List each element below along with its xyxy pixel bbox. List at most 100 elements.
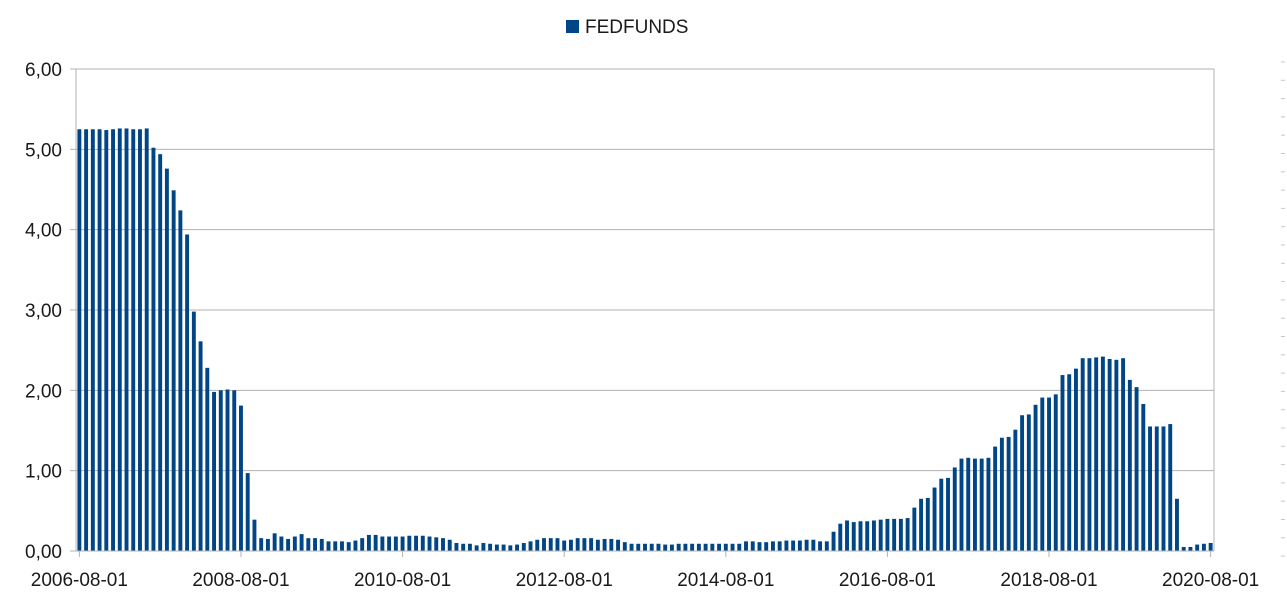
bar bbox=[663, 544, 668, 551]
bar bbox=[245, 473, 250, 551]
bar bbox=[232, 390, 237, 551]
bar bbox=[1168, 424, 1173, 551]
bar bbox=[164, 168, 169, 552]
bar bbox=[676, 543, 681, 551]
bar bbox=[973, 458, 977, 551]
bar bbox=[696, 543, 701, 551]
bar bbox=[804, 539, 809, 551]
bar bbox=[501, 544, 506, 551]
bar bbox=[764, 542, 769, 551]
bar bbox=[380, 536, 385, 551]
bar bbox=[1033, 404, 1038, 551]
bar bbox=[1087, 358, 1092, 551]
bar bbox=[710, 543, 715, 551]
bar bbox=[622, 542, 627, 551]
x-tick-label: 2008-08-01 bbox=[192, 570, 289, 591]
bar bbox=[703, 543, 708, 551]
bar bbox=[400, 536, 405, 551]
bar bbox=[366, 534, 371, 551]
bar bbox=[811, 539, 816, 551]
bar bbox=[326, 541, 331, 551]
bar bbox=[609, 538, 614, 551]
bar bbox=[306, 538, 311, 551]
bar bbox=[966, 457, 971, 551]
bar bbox=[683, 543, 688, 551]
bar bbox=[494, 544, 499, 551]
bar bbox=[946, 477, 950, 551]
bar bbox=[851, 522, 856, 551]
bar bbox=[488, 543, 493, 551]
bar bbox=[548, 538, 553, 551]
bar bbox=[1013, 429, 1018, 551]
bar bbox=[434, 537, 439, 551]
bar bbox=[770, 541, 775, 551]
bar bbox=[838, 523, 843, 551]
bar bbox=[562, 540, 567, 551]
bar bbox=[643, 543, 647, 551]
bar bbox=[360, 538, 365, 551]
bar bbox=[589, 538, 594, 551]
bar bbox=[555, 538, 560, 551]
bar bbox=[178, 210, 183, 551]
x-tick-label: 2006-08-01 bbox=[31, 570, 128, 591]
bar bbox=[218, 390, 223, 551]
bar bbox=[151, 147, 156, 552]
bar bbox=[939, 478, 944, 551]
bar bbox=[319, 538, 324, 551]
bar bbox=[124, 128, 129, 551]
bar bbox=[1026, 414, 1031, 551]
bar bbox=[669, 544, 674, 551]
bar bbox=[353, 540, 358, 551]
bar bbox=[737, 543, 742, 551]
bar bbox=[1040, 397, 1045, 551]
bar bbox=[528, 541, 533, 551]
bar bbox=[158, 154, 163, 551]
x-tick-label: 2010-08-01 bbox=[354, 570, 451, 591]
bar bbox=[77, 129, 82, 551]
bar bbox=[898, 518, 903, 551]
bar bbox=[1020, 415, 1025, 551]
bar bbox=[333, 541, 338, 551]
bar bbox=[616, 539, 621, 551]
bar bbox=[205, 367, 210, 551]
bar bbox=[1134, 387, 1139, 551]
bar bbox=[818, 541, 823, 551]
bars bbox=[77, 128, 1213, 552]
bar bbox=[1121, 358, 1126, 551]
bar bbox=[1148, 426, 1152, 551]
bar bbox=[791, 540, 796, 551]
y-tick-label: 1,00 bbox=[25, 462, 62, 483]
bar bbox=[1080, 358, 1085, 551]
bar bbox=[1181, 546, 1186, 551]
bar bbox=[239, 405, 243, 551]
bar bbox=[340, 541, 344, 551]
bar bbox=[191, 311, 196, 551]
bar bbox=[542, 538, 546, 551]
bar bbox=[387, 536, 392, 551]
bar bbox=[723, 543, 728, 551]
y-tick-label: 0,00 bbox=[25, 542, 62, 563]
bar bbox=[1006, 436, 1011, 551]
bar bbox=[299, 534, 304, 551]
x-tick-label: 2018-08-01 bbox=[1000, 570, 1097, 591]
bar bbox=[461, 543, 466, 551]
bar bbox=[292, 536, 297, 551]
bar bbox=[1208, 542, 1213, 551]
bar bbox=[905, 518, 910, 551]
bar bbox=[1060, 375, 1065, 551]
bar bbox=[1053, 394, 1058, 551]
bar bbox=[447, 539, 452, 551]
bar bbox=[272, 533, 277, 551]
bar bbox=[797, 540, 802, 551]
bar bbox=[198, 341, 203, 551]
bar bbox=[1161, 426, 1166, 551]
bar bbox=[730, 543, 735, 551]
x-axis-tick-labels: 2006-08-01 2008-08-01 2010-08-01 2012-08-01… bbox=[31, 570, 1259, 591]
bar bbox=[420, 535, 425, 551]
bar bbox=[346, 542, 351, 551]
bar bbox=[111, 129, 115, 551]
bar bbox=[427, 536, 432, 551]
bar bbox=[656, 543, 661, 551]
x-tick-label: 2014-08-01 bbox=[677, 570, 774, 591]
bar bbox=[912, 507, 917, 551]
